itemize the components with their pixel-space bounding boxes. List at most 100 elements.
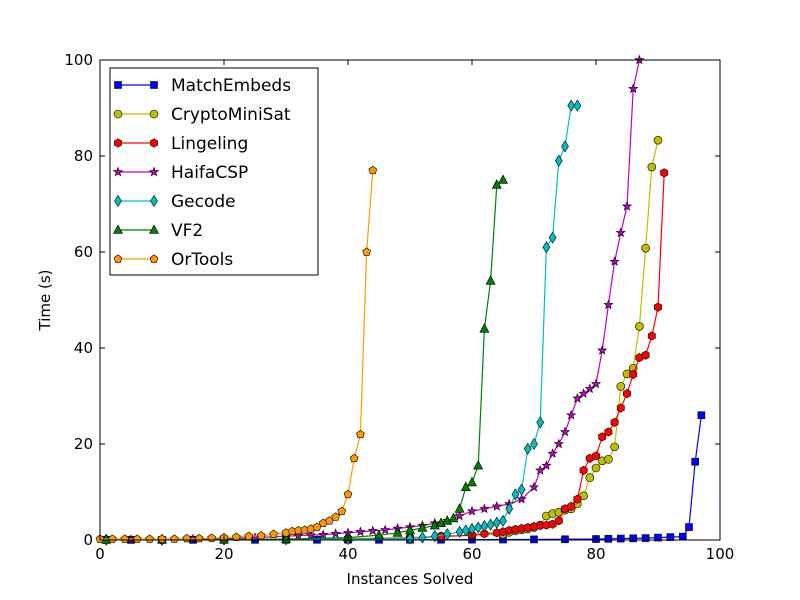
- data-point-haifacsp: [597, 345, 608, 355]
- y-tick-label: 60: [74, 243, 93, 261]
- legend-marker: [112, 166, 124, 177]
- data-point-matchembeds: [697, 411, 706, 420]
- data-point-haifacsp: [380, 524, 391, 535]
- data-point-ortools: [331, 512, 340, 521]
- data-point-cryptominisat: [635, 322, 644, 331]
- data-point-cryptominisat: [653, 135, 663, 145]
- data-point-ortools: [337, 506, 347, 515]
- data-point-matchembeds: [641, 534, 650, 542]
- data-point-gecode: [567, 99, 576, 112]
- data-point-ortools: [120, 534, 130, 543]
- series-matchembeds: [102, 411, 706, 544]
- ticks-layer: 0 20 40 60 80 100 0 20 40 60 80 100: [64, 51, 734, 563]
- data-point-haifacsp: [466, 505, 478, 516]
- data-point-gecode: [480, 520, 489, 533]
- legend-marker: [113, 109, 123, 119]
- data-point-haifacsp: [547, 448, 558, 458]
- data-point-gecode: [455, 525, 464, 538]
- data-point-gecode: [542, 241, 551, 254]
- data-point-vf2: [491, 179, 502, 189]
- data-point-ortools: [349, 453, 359, 463]
- data-point-haifacsp: [528, 481, 540, 492]
- data-point-lingeling: [623, 389, 631, 399]
- legend-marker: [113, 254, 123, 263]
- data-point-haifacsp: [578, 388, 589, 398]
- data-point-lingeling: [604, 427, 613, 437]
- data-point-ortools: [343, 489, 353, 499]
- data-point-ortools: [108, 534, 117, 543]
- legend-item-ortools: OrTools: [113, 250, 233, 270]
- data-point-cryptominisat: [641, 243, 650, 253]
- data-point-vf2: [405, 524, 415, 535]
- data-point-haifacsp: [584, 383, 595, 394]
- data-point-ortools: [132, 534, 142, 543]
- data-point-cryptominisat: [610, 442, 619, 452]
- data-point-haifacsp: [535, 465, 546, 475]
- data-point-haifacsp: [559, 426, 571, 437]
- data-point-ortools: [368, 165, 378, 175]
- x-tick-label: 60: [462, 545, 481, 563]
- data-point-vf2: [460, 481, 471, 492]
- data-point-haifacsp: [479, 503, 490, 514]
- data-point-vf2: [498, 174, 508, 184]
- data-point-vf2: [485, 275, 496, 285]
- data-point-lingeling: [592, 451, 600, 461]
- data-point-gecode: [430, 530, 439, 543]
- data-point-gecode: [474, 521, 483, 534]
- legend-label: Lingeling: [171, 134, 248, 154]
- data-point-lingeling: [554, 516, 563, 526]
- x-tick-label: 80: [586, 545, 605, 563]
- data-point-ortools: [244, 531, 254, 540]
- y-axis-label: Time (s): [36, 270, 54, 332]
- data-point-cryptominisat: [579, 491, 588, 501]
- data-point-ortools: [145, 534, 154, 543]
- x-tick-label: 0: [95, 545, 105, 563]
- legend-marker: [114, 81, 122, 89]
- data-point-gecode: [499, 514, 507, 527]
- data-point-gecode: [461, 524, 470, 537]
- legend-label: CryptoMiniSat: [171, 105, 291, 125]
- data-point-ortools: [182, 533, 192, 543]
- y-tick-label: 40: [74, 339, 93, 357]
- data-point-gecode: [548, 231, 557, 244]
- x-tick-label: 40: [338, 545, 357, 563]
- data-point-ortools: [269, 529, 278, 538]
- data-point-haifacsp: [603, 299, 614, 310]
- data-point-haifacsp: [491, 501, 502, 511]
- legend-label: HaifaCSP: [171, 163, 248, 183]
- data-point-vf2: [479, 323, 490, 333]
- data-point-lingeling: [567, 501, 576, 511]
- legend-label: MatchEmbeds: [171, 76, 291, 96]
- legend: MatchEmbeds CryptoMiniSat Lingeling HaifaCS…: [109, 67, 319, 276]
- legend-marker: [150, 194, 158, 208]
- data-point-gecode: [468, 522, 476, 536]
- data-point-gecode: [492, 516, 501, 529]
- data-point-haifacsp: [566, 409, 577, 420]
- data-point-haifacsp: [367, 525, 378, 536]
- legend-label: VF2: [171, 221, 203, 241]
- data-point-haifacsp: [293, 530, 304, 541]
- legend-marker: [150, 138, 158, 148]
- data-point-lingeling: [647, 331, 656, 341]
- data-point-cryptominisat: [591, 463, 601, 473]
- data-point-gecode: [554, 154, 563, 167]
- data-point-matchembeds: [604, 534, 613, 543]
- y-tick-label: 20: [74, 435, 93, 453]
- x-tick-label: 20: [214, 545, 233, 563]
- legend-item-vf2: VF2: [113, 221, 203, 241]
- data-point-gecode: [486, 518, 495, 531]
- data-point-vf2: [374, 529, 384, 540]
- data-point-haifacsp: [516, 493, 527, 504]
- legend-marker: [149, 109, 159, 119]
- legend-label: OrTools: [171, 250, 233, 270]
- data-point-cryptominisat: [647, 162, 657, 172]
- data-point-gecode: [573, 99, 582, 112]
- data-point-vf2: [392, 527, 403, 537]
- data-point-ortools: [362, 247, 371, 256]
- data-point-haifacsp: [330, 528, 341, 539]
- data-point-matchembeds: [530, 535, 538, 544]
- data-point-gecode: [523, 442, 532, 455]
- data-point-matchembeds: [629, 534, 638, 543]
- data-point-ortools: [157, 534, 167, 543]
